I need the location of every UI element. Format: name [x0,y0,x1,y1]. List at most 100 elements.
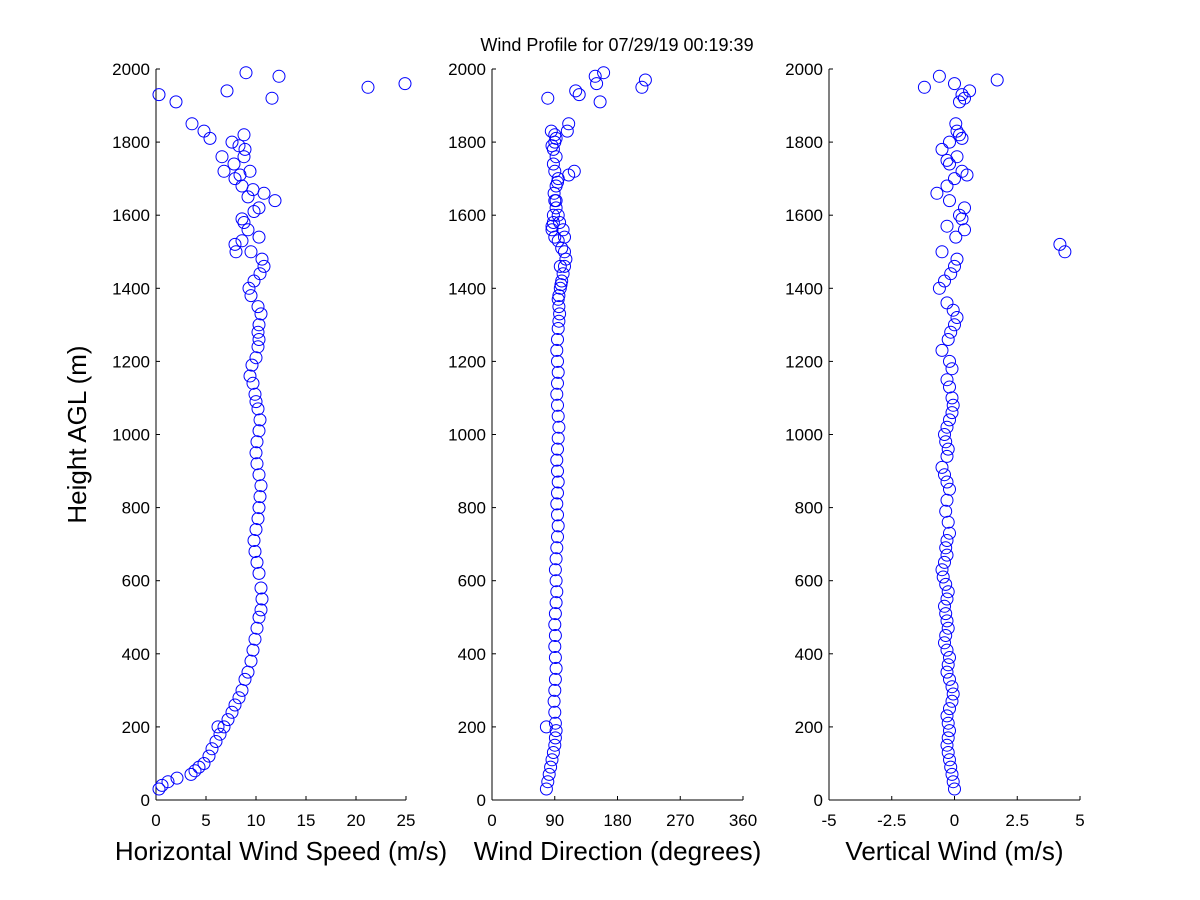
data-point [932,281,946,295]
data-point [251,325,265,339]
data-point [205,742,219,756]
data-point [551,486,564,500]
data-point [185,117,199,131]
data-point [550,541,564,555]
data-point [597,66,611,80]
data-point [943,651,956,664]
x-tick-label: 90 [545,811,564,830]
x-tick-label: 360 [729,811,757,830]
data-point [244,654,258,668]
data-point [548,738,562,752]
data-point [237,216,251,229]
data-point [943,724,956,738]
data-point [255,252,269,266]
data-point [227,157,241,171]
data-point [941,621,955,635]
data-point [935,563,949,577]
data-point [550,585,564,599]
y-tick-label: 400 [458,645,486,664]
data-point [945,680,959,694]
x-tick-label: 0 [487,811,496,830]
x-tick-label: 25 [397,811,416,830]
data-point [955,164,969,178]
data-point [548,640,562,653]
data-point [549,201,563,215]
data-point [946,398,960,412]
data-point [950,124,964,138]
data-point [550,453,564,467]
x-axis-label: Vertical Wind (m/s) [845,836,1063,866]
x-tick-label: 5 [201,811,210,830]
data-point [939,435,953,449]
y-tick-label: 1200 [112,352,150,371]
data-point [558,259,571,273]
data-point [560,124,574,138]
data-point [250,435,264,449]
data-point [1058,245,1072,259]
data-point [242,281,256,295]
data-point [361,80,375,94]
data-point [944,267,958,281]
data-point [249,523,263,536]
data-point [241,190,255,204]
y-tick-label: 1400 [448,279,486,298]
data-point [935,460,949,474]
data-point [211,720,225,734]
data-point [188,764,202,778]
data-point [940,534,954,547]
x-axis-label: Horizontal Wind Speed (m/s) [115,836,447,866]
data-point [243,164,257,178]
panel-direction: 0 200 400 600 800 1000 1200 1400 1600 1800 2000 0 90… [448,60,761,866]
data-point [551,530,564,544]
data-point [541,91,555,105]
data-point [938,468,951,482]
y-tick-label: 600 [122,572,150,591]
y-tick-label: 800 [795,499,823,518]
data-point [252,201,266,215]
data-point [552,420,566,434]
data-point [955,131,969,145]
x-tick-label: 20 [347,811,366,830]
data-point [948,259,961,273]
data-point [551,322,565,335]
data-point [572,88,586,102]
y-tick-label: 1600 [112,206,150,225]
data-point [945,694,959,708]
data-point [938,555,951,569]
data-point [945,362,959,376]
data-point [252,468,266,482]
data-point [940,738,954,752]
data-point [232,139,246,153]
data-point [944,760,958,774]
y-tick-label: 600 [458,572,486,591]
data-point [248,545,262,558]
data-point [544,760,558,774]
data-point [940,179,954,193]
data-point [949,230,963,244]
data-point [213,727,227,741]
data-point [940,614,954,628]
data-point [948,77,961,91]
y-tick-label: 1000 [448,426,486,445]
data-point [551,208,565,222]
data-point [239,66,253,80]
y-tick-label: 0 [814,791,823,810]
series-points [917,69,1072,796]
data-point [248,632,262,646]
data-point [152,88,166,102]
data-point [197,124,211,138]
y-tick-label: 1600 [785,206,823,225]
data-point [941,333,955,346]
data-point [940,665,954,679]
data-point [551,519,565,533]
data-point [252,566,266,580]
data-point [558,245,571,259]
data-point [955,88,969,102]
y-tick-label: 1000 [785,426,823,445]
x-tick-label: -5 [821,811,836,830]
data-point [545,223,559,237]
data-point [252,610,266,624]
data-point [253,267,267,281]
data-point [245,358,259,372]
